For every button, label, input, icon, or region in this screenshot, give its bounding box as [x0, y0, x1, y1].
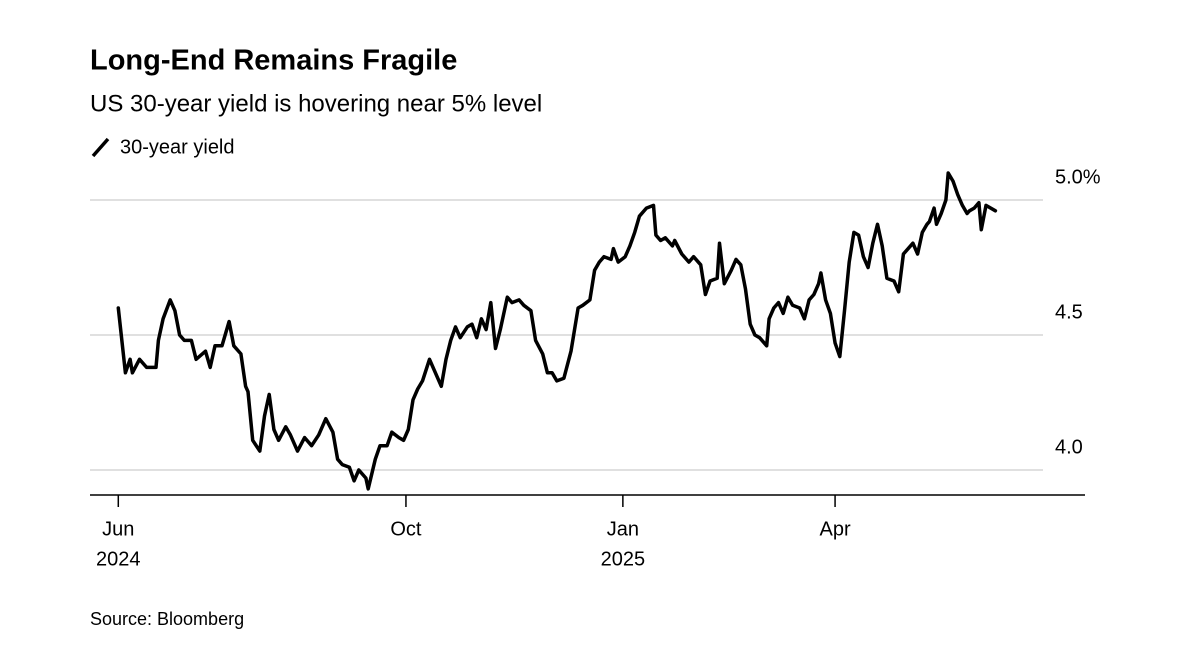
x-tick-year: 2024: [96, 548, 141, 570]
legend-icon: [91, 137, 110, 158]
yield-line: [116, 171, 998, 491]
x-tick-label: Jun: [102, 518, 134, 540]
x-tick-year: 2025: [601, 548, 646, 570]
legend-label: 30-year yield: [120, 136, 235, 158]
x-tick-label: Apr: [820, 518, 851, 540]
x-tick-label: Jan: [607, 518, 639, 540]
y-tick-label: 5.0%: [1055, 166, 1101, 188]
chart-title: Long-End Remains Fragile: [90, 45, 457, 77]
y-tick-label: 4.0: [1055, 436, 1083, 458]
source: Source: Bloomberg: [90, 609, 244, 629]
y-tick-label: 4.5: [1055, 301, 1083, 323]
chart-subtitle: US 30-year yield is hovering near 5% lev…: [90, 90, 542, 117]
x-tick-label: Oct: [390, 518, 422, 540]
